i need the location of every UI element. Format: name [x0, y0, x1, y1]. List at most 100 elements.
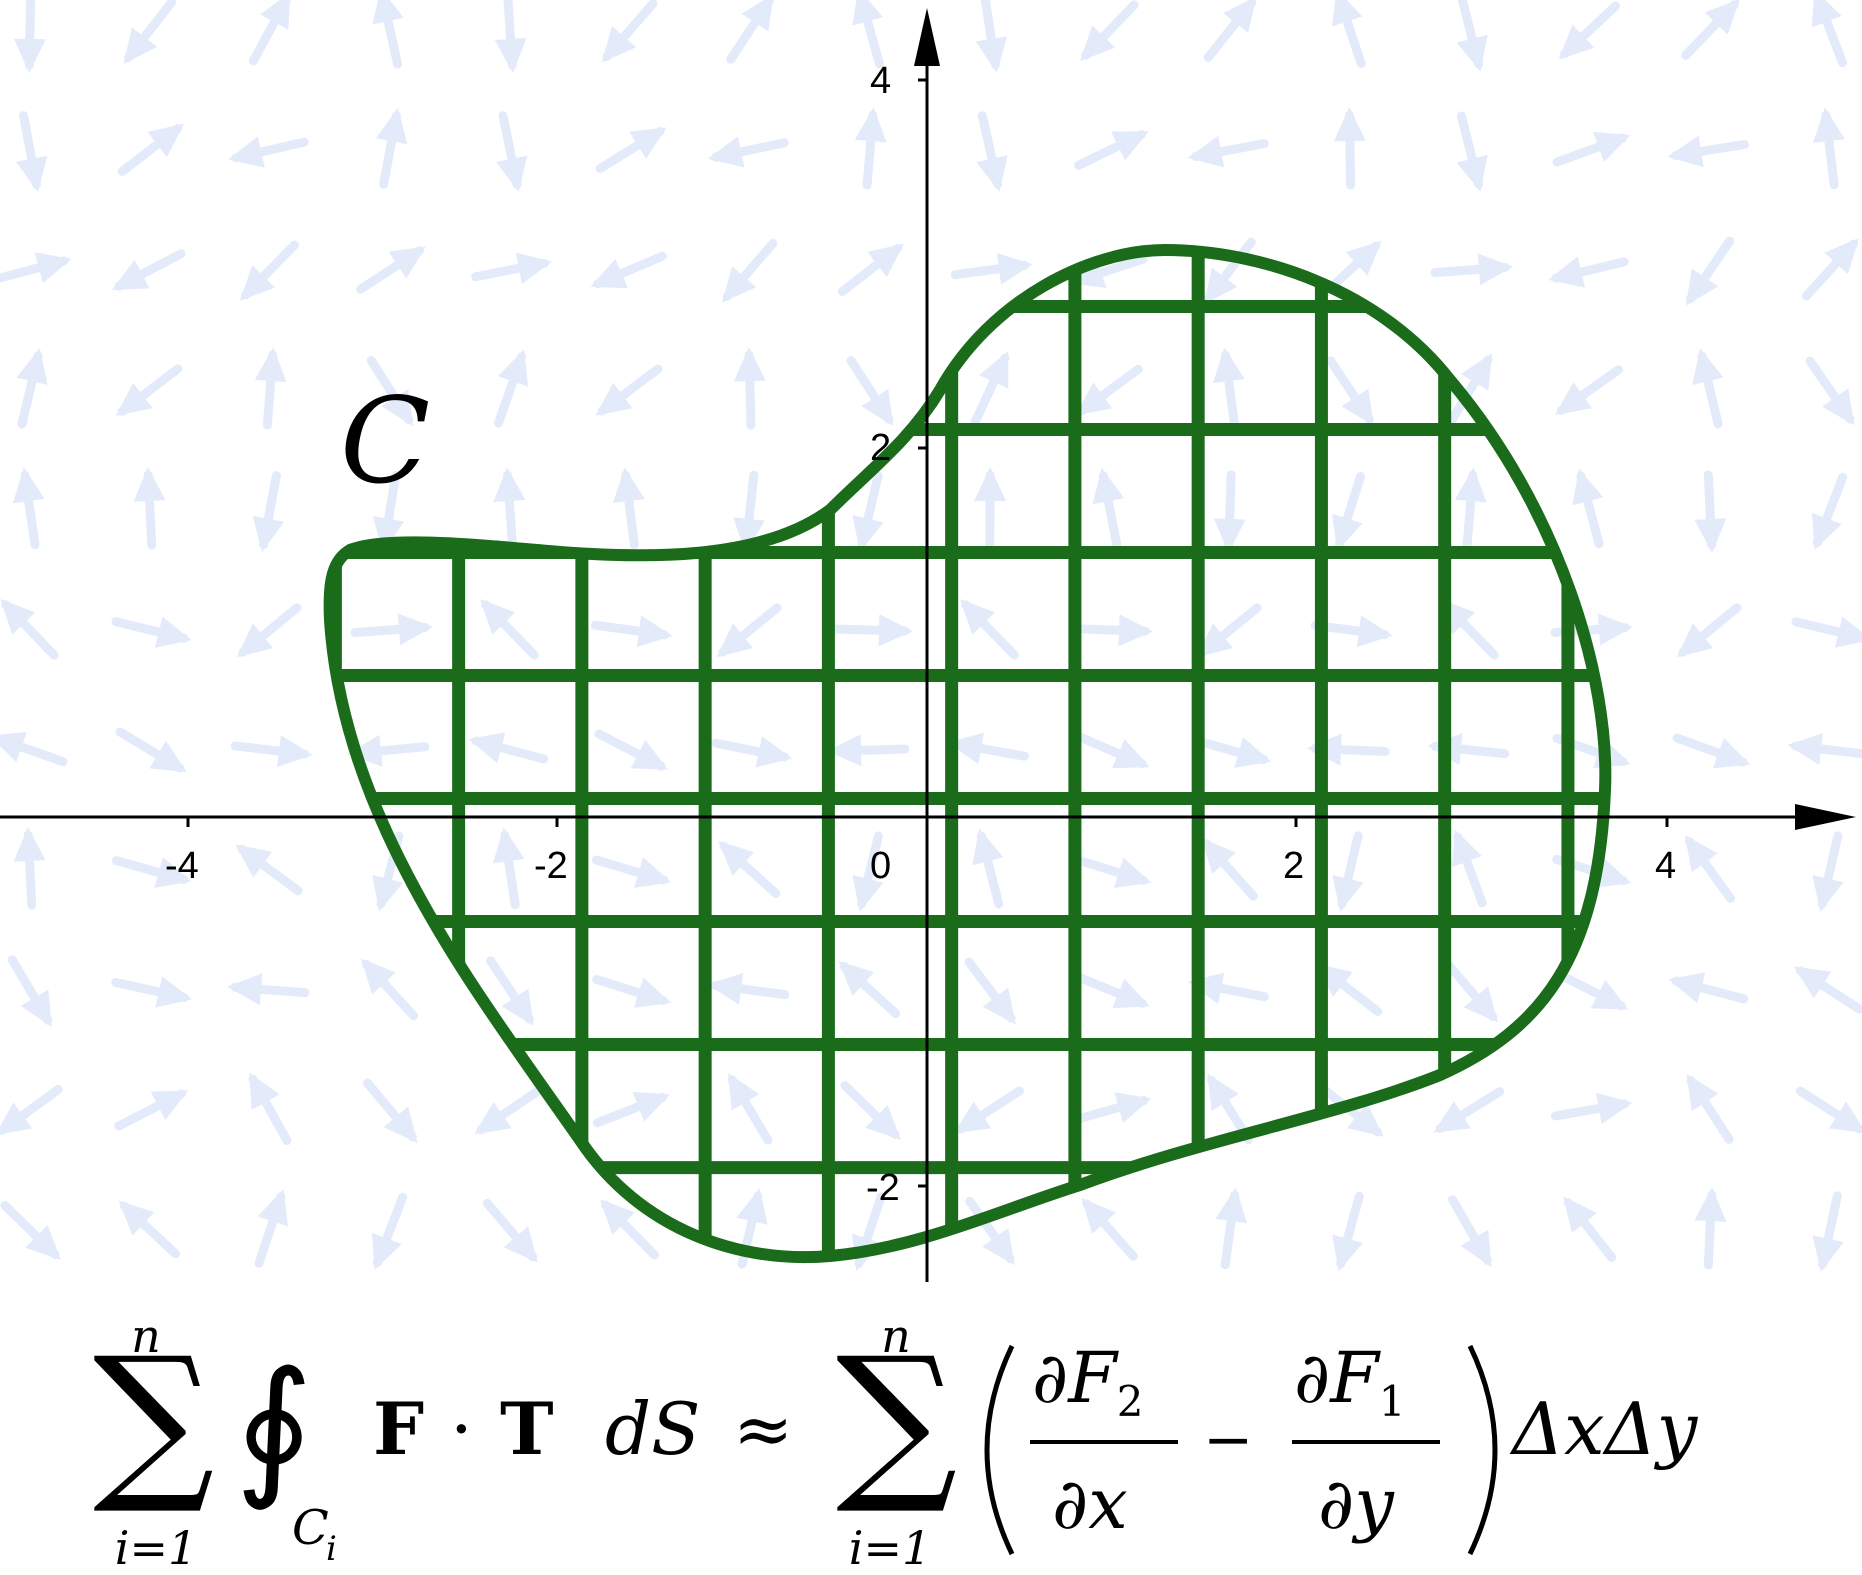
field-arrow-head-icon	[1196, 623, 1234, 658]
field-arrow-head-icon	[1597, 613, 1633, 646]
field-arrow-head-icon	[501, 988, 534, 1026]
field-arrow-head-icon	[13, 827, 46, 862]
dot-operator: ·	[450, 1387, 473, 1471]
field-arrow-head-icon	[154, 856, 192, 888]
field-arrow-head-icon	[254, 347, 287, 383]
field-arrow-head-icon	[1460, 353, 1493, 391]
field-arrow-head-icon	[982, 987, 1016, 1025]
contour-integral-icon: ∮	[235, 1340, 313, 1514]
y-tick-label-4: 4	[870, 60, 891, 102]
field-arrow-head-icon	[741, 0, 773, 32]
field-arrow-head-icon	[1080, 25, 1116, 61]
field-arrow-head-icon	[865, 1104, 901, 1141]
area-element: ΔxΔy	[1509, 1387, 1699, 1471]
field-arrow-head-icon	[1332, 1234, 1364, 1272]
field-arrow-head-icon	[1554, 382, 1592, 415]
x-tick-label-2: 2	[1283, 845, 1304, 887]
x-axis-arrow-icon	[1795, 804, 1856, 830]
field-arrow-head-icon	[1347, 1103, 1384, 1137]
rhs-sum-lower: i=1	[849, 1521, 932, 1575]
field-arrow-head-icon	[1835, 616, 1862, 648]
field-arrow-head-icon	[371, 1232, 402, 1271]
x-axis	[0, 804, 1856, 830]
lhs-sum-icon: ∑	[93, 1321, 214, 1519]
field-arrow-head-icon	[1201, 837, 1236, 874]
field-arrow-head-icon	[1331, 0, 1363, 27]
field-arrow-head-icon	[599, 1199, 636, 1235]
field-arrow-head-icon	[1684, 835, 1718, 873]
boundary-curve-c	[323, 244, 1612, 1264]
field-arrow-head-icon	[960, 599, 996, 635]
field-arrow-head-icon	[147, 123, 185, 158]
field-arrow-head-icon	[228, 136, 265, 168]
field-arrow-head-icon	[1596, 1092, 1633, 1125]
field-arrow-head-icon	[976, 155, 1008, 192]
field-arrow-head-icon	[496, 155, 528, 193]
x-tick-label-neg4: -4	[165, 845, 199, 887]
field-arrow-head-icon	[636, 615, 673, 648]
field-arrow-head-icon	[733, 517, 765, 553]
ds-differential: dS	[605, 1387, 700, 1471]
field-arrow-head-icon	[1704, 0, 1740, 35]
field-arrow-head-icon	[155, 976, 192, 1008]
partial-x-den: ∂x	[1052, 1463, 1128, 1545]
field-arrow-head-icon	[1692, 348, 1724, 385]
integral-subscript-i: i	[326, 1529, 337, 1569]
field-arrow-head-icon	[1685, 268, 1719, 306]
field-arrow-head-icon	[982, 1228, 1015, 1266]
y-axis-ticks	[918, 78, 927, 1188]
field-arrow-head-icon	[630, 739, 669, 770]
field-arrow-head-icon	[1112, 978, 1150, 1009]
field-arrow-head-icon	[1686, 1073, 1719, 1112]
lhs-sum-lower: i=1	[115, 1521, 198, 1575]
partial-f2-num: ∂F2	[1032, 1337, 1144, 1426]
field-arrow-head-icon	[111, 260, 150, 291]
curve-label-c: C	[340, 372, 430, 510]
vector-t: T	[500, 1386, 554, 1471]
y-tick-label-2: 2	[870, 427, 891, 469]
field-arrow-head-icon	[979, 351, 1009, 389]
field-arrow-head-icon	[854, 107, 887, 143]
field-arrow-head-icon	[632, 1091, 671, 1122]
field-arrow-head-icon	[236, 623, 274, 658]
field-arrow-head-icon	[149, 740, 187, 773]
field-arrow-head-icon	[972, 828, 1004, 866]
field-arrow-head-icon	[497, 349, 529, 387]
field-arrow-head-icon	[1463, 986, 1498, 1023]
vector-f: F	[373, 1386, 424, 1471]
field-arrow-head-icon	[733, 347, 766, 382]
field-arrow-head-icon	[492, 827, 525, 864]
field-arrow-head-icon	[1187, 135, 1225, 168]
field-arrow-head-icon	[1333, 107, 1366, 142]
y-axis	[914, 8, 940, 1282]
integral-subscript-c: C	[292, 1500, 329, 1556]
field-arrow-head-icon	[1332, 875, 1364, 912]
field-arrow-head-icon	[468, 732, 506, 764]
field-arrow-head-icon	[1113, 857, 1152, 888]
field-arrow-head-icon	[1813, 107, 1845, 143]
field-arrow-head-icon	[1118, 614, 1153, 647]
field-arrow-head-icon	[123, 27, 158, 64]
field-arrow-head-icon	[595, 382, 633, 416]
field-arrow-head-icon	[867, 243, 904, 278]
field-arrow-head-icon	[239, 265, 276, 301]
field-arrow-head-icon	[397, 613, 433, 646]
field-arrow-head-icon	[25, 1224, 61, 1261]
field-arrow-head-icon	[827, 734, 862, 767]
field-arrow-head-icon	[1572, 468, 1604, 506]
field-arrow-head-icon	[996, 252, 1033, 285]
field-arrow-head-icon	[1694, 1187, 1727, 1222]
field-arrow-head-icon	[252, 515, 285, 553]
greens-theorem-equation: n ∑ i=1 ∮ C i F · T dS ≈ n ∑ i=1 ∂F2 ∂x …	[93, 1309, 1699, 1575]
field-arrow-head-icon	[1433, 1101, 1471, 1133]
field-arrow-head-icon	[1563, 1196, 1597, 1233]
field-arrow-head-icon	[235, 844, 273, 878]
field-arrow-head-icon	[1667, 135, 1704, 168]
field-arrow-head-icon	[852, 874, 884, 912]
y-tick-label-neg2: -2	[866, 1167, 900, 1209]
field-arrow-head-icon	[1590, 979, 1629, 1010]
field-arrow-head-icon	[1811, 512, 1842, 551]
x-axis-ticks	[186, 817, 1669, 827]
field-arrow-head-icon	[1548, 256, 1585, 288]
field-arrow-head-icon	[613, 467, 645, 504]
